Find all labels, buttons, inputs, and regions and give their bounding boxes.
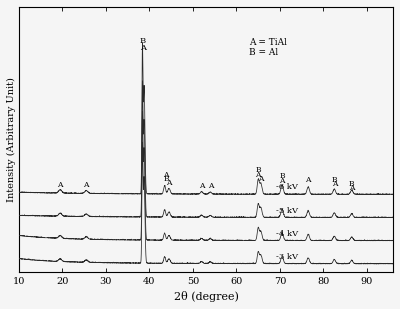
Text: B: B [255, 166, 261, 174]
Text: -6 kV: -6 kV [276, 184, 298, 192]
Text: B: B [140, 37, 146, 45]
Y-axis label: Intensity (Arbitrary Unit): Intensity (Arbitrary Unit) [7, 77, 16, 202]
Text: A = TiAl: A = TiAl [250, 38, 287, 47]
Text: B: B [163, 175, 169, 183]
Text: B: B [279, 172, 285, 180]
Text: A: A [163, 171, 169, 179]
Text: A: A [208, 182, 213, 190]
Text: A: A [279, 177, 285, 185]
Text: B: B [332, 176, 337, 184]
Text: A: A [84, 181, 89, 189]
Text: B = Al: B = Al [250, 48, 278, 57]
Text: A: A [199, 182, 204, 190]
Text: A: A [306, 176, 311, 184]
Text: A: A [256, 171, 261, 179]
Text: A: A [349, 184, 354, 193]
Text: A: A [140, 44, 146, 52]
Text: -4 kV: -4 kV [276, 230, 298, 238]
Text: A: A [58, 181, 63, 189]
Text: B: B [349, 180, 354, 188]
X-axis label: 2θ (degree): 2θ (degree) [174, 291, 238, 302]
Text: A: A [332, 180, 337, 188]
Text: A: A [166, 179, 172, 187]
Text: -5 kV: -5 kV [276, 207, 298, 214]
Text: A: A [258, 175, 264, 183]
Text: -3 kV: -3 kV [276, 253, 298, 261]
